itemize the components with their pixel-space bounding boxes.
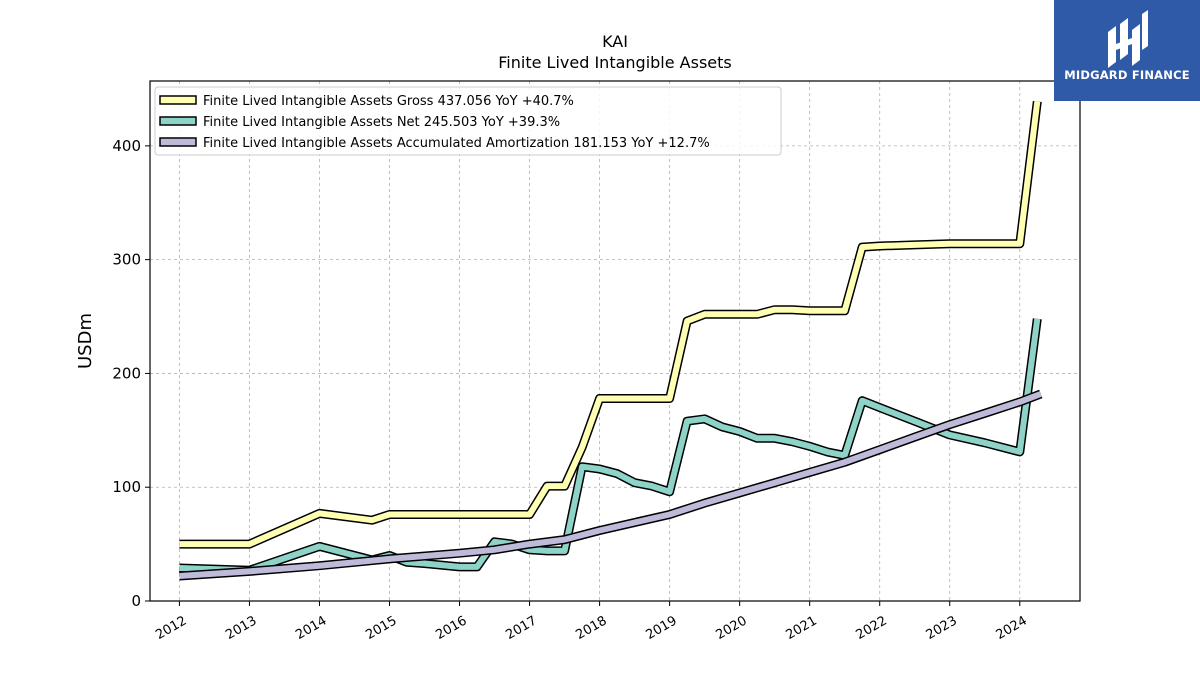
series-outline-finite-lived-intangible-assets-gross	[179, 100, 1042, 549]
x-axis: 2012 2013 2014 2015 2016 2017 2018 2019 2020 2021…	[153, 601, 1030, 643]
x-tick-label: 2014	[293, 613, 329, 643]
y-axis: 0 100 200 300 400	[112, 137, 150, 610]
legend: Finite Lived Intangible Assets Gross 437…	[154, 86, 782, 156]
legend-label-finite-lived-intangible-assets-net: Finite Lived Intangible Assets Net 245.5…	[203, 115, 560, 130]
x-tick-label: 2021	[784, 613, 820, 643]
legend-label-finite-lived-intangible-assets-gross: Finite Lived Intangible Assets Gross 437…	[203, 94, 574, 109]
x-tick-label: 2017	[503, 613, 539, 643]
x-tick-label: 2020	[713, 613, 749, 643]
y-tick-label: 400	[112, 137, 141, 155]
plot-area-frame	[149, 80, 1081, 602]
x-tick-label: 2023	[924, 613, 960, 643]
x-tick-label: 2024	[994, 613, 1030, 643]
brand-logo: MIDGARD FINANCE	[1054, 0, 1200, 101]
series-line-finite-lived-intangible-assets-net	[179, 318, 1041, 574]
legend-swatch-finite-lived-intangible-assets-accumulated-amortization	[159, 137, 197, 147]
legend-swatch-finite-lived-intangible-assets-gross	[159, 95, 197, 105]
y-tick-label: 200	[112, 364, 141, 382]
chart-title: KAI	[602, 32, 628, 51]
x-tick-label: 2019	[643, 613, 679, 643]
x-tick-label: 2013	[223, 613, 259, 643]
series-line-finite-lived-intangible-assets-accumulated-amortization	[179, 391, 1042, 579]
legend-swatch-finite-lived-intangible-assets-net	[159, 116, 197, 126]
y-axis-label: USDm	[75, 313, 96, 369]
series-line-finite-lived-intangible-assets-gross	[179, 101, 1041, 548]
y-tick-label: 0	[131, 592, 141, 610]
brand-logo-text: MIDGARD FINANCE	[1064, 68, 1190, 82]
y-tick-label: 300	[112, 251, 141, 269]
series-lines	[179, 100, 1043, 581]
x-tick-label: 2016	[433, 613, 469, 643]
chart-subtitle: Finite Lived Intangible Assets	[498, 53, 731, 72]
x-tick-label: 2018	[573, 613, 609, 643]
x-tick-label: 2015	[363, 613, 399, 643]
legend-label-finite-lived-intangible-assets-accumulated-amortization: Finite Lived Intangible Assets Accumulat…	[203, 136, 710, 151]
y-tick-label: 100	[112, 478, 141, 496]
x-tick-label: 2022	[854, 613, 890, 643]
x-tick-label: 2012	[153, 613, 189, 643]
midgard-logo-icon	[1108, 10, 1148, 68]
